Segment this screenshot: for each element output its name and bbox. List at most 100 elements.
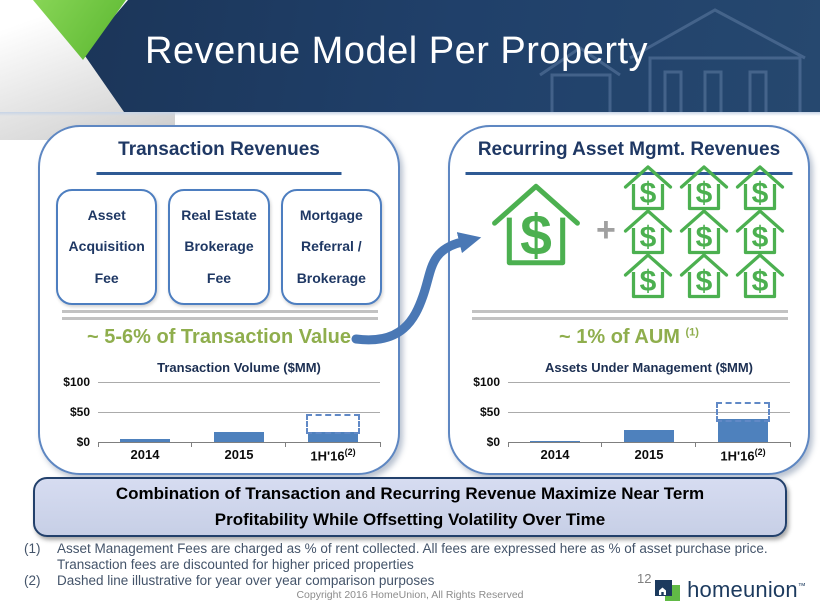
conclusion-box: Combination of Transaction and Recurring… [33, 477, 787, 537]
transaction-fee-note: ~ 5-6% of Transaction Value [40, 326, 398, 349]
house-grid: $ $ $ $ $ $ $ $ $ [620, 165, 790, 299]
svg-text:$: $ [752, 177, 769, 210]
x-axis-label: 1H'16(2) [310, 447, 356, 464]
footnote-text: Dashed line illustrative for year over y… [57, 572, 435, 588]
banner-bottom-edge [0, 112, 820, 116]
copyright-text: Copyright 2016 HomeUnion, All Rights Res… [296, 589, 524, 601]
y-axis-labels: $100 $50 $0 [52, 375, 98, 449]
banner-house-image [539, 8, 806, 112]
small-house-icon: $ [732, 253, 788, 299]
y-axis-label: $50 [479, 405, 500, 419]
svg-text:$: $ [640, 265, 657, 298]
svg-text:$: $ [696, 177, 713, 210]
grid-line [98, 442, 380, 443]
svg-text:$: $ [752, 221, 769, 254]
house-dollar-icon: $ [490, 179, 582, 271]
logo-trademark: ™ [797, 581, 806, 591]
x-axis-label: 2015 [224, 447, 254, 462]
y-axis-label: $100 [473, 375, 500, 389]
fee-box-asset-acquisition: Asset Acquisition Fee [56, 189, 158, 305]
divider-line [62, 310, 378, 313]
y-axis-label: $0 [76, 435, 90, 449]
grid-line [508, 412, 790, 413]
header-banner [83, 0, 820, 112]
small-house-icon: $ [620, 165, 676, 211]
divider-lines [62, 310, 378, 324]
x-axis-label-superscript: (2) [344, 447, 356, 457]
dashed-projection [306, 413, 360, 435]
note-superscript: (1) [685, 326, 699, 339]
svg-text:$: $ [752, 265, 769, 298]
y-axis-label: $50 [69, 405, 90, 419]
fee-boxes-row: Asset Acquisition Fee Real Estate Broker… [56, 189, 382, 305]
bar [624, 430, 674, 442]
divider-line [472, 310, 788, 313]
y-axis-labels: $100 $50 $0 [462, 375, 508, 449]
chart-plot [97, 382, 381, 447]
x-axis-label-superscript: (2) [754, 447, 766, 457]
svg-text:$: $ [520, 203, 552, 267]
x-axis-label: 2014 [130, 447, 160, 462]
logo-icon [655, 580, 681, 601]
note-text: ~ 1% of AUM [559, 326, 680, 348]
bar [529, 440, 580, 442]
small-house-icon: $ [620, 253, 676, 299]
footnote-number: (1) [24, 541, 41, 556]
axis-tick [191, 442, 193, 447]
y-axis-label: $100 [63, 375, 90, 389]
footnote-item: (2) Dashed line illustrative for year ov… [24, 573, 806, 589]
dashed-projection [716, 401, 770, 423]
small-house-icon: $ [732, 209, 788, 255]
axis-tick [601, 442, 603, 447]
transaction-revenues-panel: Transaction Revenues Asset Acquisition F… [38, 125, 400, 475]
logo-text: homeunion™ [687, 577, 806, 603]
fee-box-real-estate-brokerage: Real Estate Brokerage Fee [168, 189, 270, 305]
x-axis-labels: 2014 2015 1H'16(2) [508, 447, 790, 463]
divider-line [62, 317, 378, 320]
axis-tick [507, 442, 509, 447]
transaction-volume-chart: Transaction Volume ($MM) $100 $50 $0 2014 2… [52, 360, 381, 463]
grid-line [508, 382, 790, 383]
small-house-icon: $ [620, 209, 676, 255]
x-axis-label: 1H'16(2) [720, 447, 766, 464]
x-axis-label: 2014 [540, 447, 570, 462]
chart-title: Transaction Volume ($MM) [157, 360, 321, 375]
footnote-item: (1) Asset Management Fees are charged as… [24, 541, 806, 573]
bar [308, 432, 358, 442]
aum-fee-note: ~ 1% of AUM (1) [450, 326, 808, 349]
plus-sign: + [596, 211, 616, 249]
small-house-icon: $ [732, 165, 788, 211]
footnotes: (1) Asset Management Fees are charged as… [24, 541, 806, 589]
axis-tick [695, 442, 697, 447]
chart-title: Assets Under Management ($MM) [544, 360, 754, 375]
y-axis-label: $0 [486, 435, 500, 449]
page-title: Revenue Model Per Property [145, 30, 649, 72]
grid-line [98, 412, 380, 413]
small-house-icon: $ [676, 165, 732, 211]
panel-title-underline [465, 172, 793, 175]
svg-text:$: $ [640, 221, 657, 254]
divider-line [472, 317, 788, 320]
fee-box-mortgage-referral: Mortgage Referral / Brokerage [280, 189, 382, 305]
axis-tick [285, 442, 287, 447]
conclusion-text: Combination of Transaction and Recurring… [115, 483, 705, 529]
axis-tick [97, 442, 99, 447]
panel-title: Recurring Asset Mgmt. Revenues [477, 139, 781, 160]
x-axis-labels: 2014 2015 1H'16(2) [98, 447, 380, 463]
note-text: ~ 5-6% of Transaction Value [87, 326, 351, 348]
panel-title: Transaction Revenues [118, 139, 320, 160]
divider-lines [472, 310, 788, 324]
bar [119, 439, 170, 442]
svg-text:$: $ [696, 265, 713, 298]
recurring-revenues-panel: Recurring Asset Mgmt. Revenues $ + $ $ $ $ $… [448, 125, 810, 475]
footnote-number: (2) [24, 572, 41, 588]
bar [214, 432, 264, 442]
logo-wordmark: homeunion [687, 577, 798, 602]
svg-text:$: $ [696, 221, 713, 254]
page-number: 12 [637, 571, 652, 586]
footnote-text: Asset Management Fees are charged as % o… [57, 541, 768, 572]
small-house-icon: $ [676, 253, 732, 299]
x-axis-label: 2015 [634, 447, 664, 462]
panel-title-underline [96, 172, 342, 175]
